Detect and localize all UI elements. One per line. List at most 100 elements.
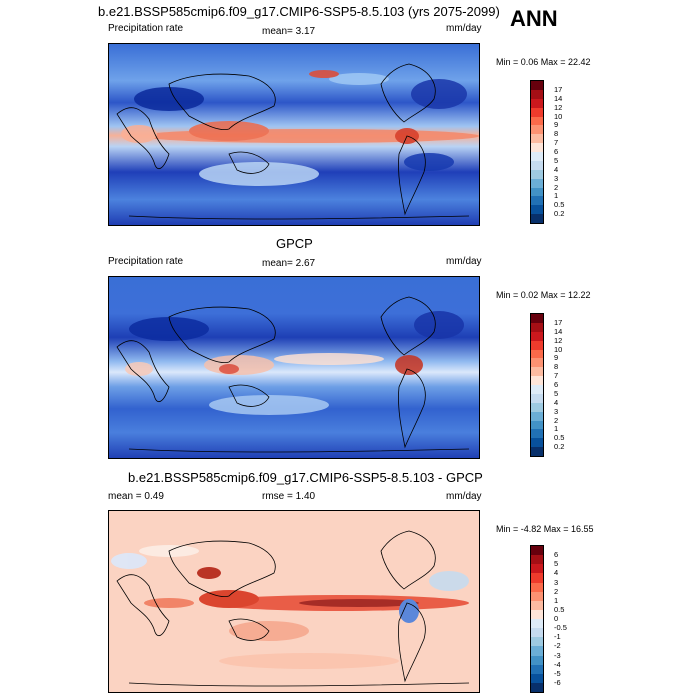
colorbar-swatch (531, 655, 543, 665)
colorbar-tick-label: 8 (554, 362, 559, 372)
colorbar-swatch (531, 178, 543, 188)
colorbar-swatch (531, 619, 543, 629)
colorbar-swatch (531, 420, 543, 430)
colorbar-swatch (531, 367, 543, 377)
colorbar-swatch (531, 591, 543, 601)
colorbar-swatch (531, 196, 543, 206)
colorbar-swatch (531, 555, 543, 565)
colorbar-swatch (531, 411, 543, 421)
colorbar-tick-label: -1 (554, 632, 561, 642)
colorbar-tick-label: 6 (554, 147, 559, 156)
colorbar-swatch (531, 582, 543, 592)
colorbar-tick-label: 4 (554, 164, 559, 174)
colorbar-swatch (531, 546, 543, 556)
panel2-colorbar (530, 313, 544, 457)
colorbar-tick-label: 4 (554, 568, 559, 578)
colorbar-swatch (531, 152, 543, 161)
panel1-mean-label: mean= 3.17 (262, 26, 316, 37)
colorbar-swatch (531, 385, 543, 394)
colorbar-tick-label: 1 (554, 191, 559, 201)
colorbar-swatch (531, 214, 543, 223)
colorbar-swatch (531, 331, 543, 341)
panel3-map-field (109, 511, 479, 692)
colorbar-swatch (531, 81, 543, 90)
colorbar-tick-label: 14 (554, 93, 563, 103)
colorbar-swatch (531, 358, 543, 368)
colorbar-swatch (531, 134, 543, 144)
colorbar-swatch (531, 187, 543, 197)
colorbar-tick-label: 2 (554, 586, 559, 596)
colorbar-swatch (531, 564, 543, 574)
colorbar-swatch (531, 169, 543, 179)
colorbar-tick-label: 2 (554, 415, 559, 425)
colorbar-tick-label: 3 (554, 577, 559, 587)
colorbar-tick-label: 3 (554, 173, 559, 183)
panel2-field-features (125, 311, 464, 415)
colorbar-swatch (531, 116, 543, 126)
colorbar-tick-label: 14 (554, 326, 563, 336)
colorbar-tick-label: 10 (554, 344, 563, 354)
colorbar-swatch (531, 205, 543, 215)
panel3-map (108, 510, 480, 693)
colorbar-tick-label: 0.5 (554, 200, 565, 210)
panel3-rmse-label: rmse = 1.40 (262, 491, 316, 502)
colorbar-tick-label: -2 (554, 641, 561, 651)
colorbar-swatch (531, 682, 543, 692)
season-label: ANN (510, 6, 558, 31)
colorbar-swatch (531, 349, 543, 359)
colorbar-swatch (531, 429, 543, 439)
panel3-colorbar (530, 545, 544, 693)
colorbar-tick-label: 12 (554, 102, 563, 112)
colorbar-tick-label: 6 (554, 550, 559, 560)
colorbar-swatch (531, 673, 543, 683)
colorbar-swatch (531, 393, 543, 403)
panel3-min-max: Min = -4.82 Max = 16.55 (496, 524, 594, 534)
colorbar-swatch (531, 322, 543, 332)
colorbar-tick-label: 12 (554, 335, 563, 345)
panel1-colorbar (530, 80, 544, 224)
colorbar-swatch (531, 340, 543, 350)
colorbar-swatch (531, 628, 543, 638)
panel3-units-label: mm/day (446, 491, 482, 502)
colorbar-swatch (531, 125, 543, 135)
colorbar-swatch (531, 664, 543, 674)
colorbar-swatch (531, 107, 543, 117)
colorbar-tick-label: 5 (554, 388, 559, 398)
colorbar-tick-label: -4 (554, 659, 561, 669)
colorbar-tick-label: 1 (554, 424, 559, 434)
panel1-min-max: Min = 0.06 Max = 22.42 (496, 57, 591, 67)
panel2-map (108, 276, 480, 459)
colorbar-tick-label: 10 (554, 111, 563, 121)
colorbar-tick-label: 1 (554, 595, 559, 605)
colorbar-tick-label: -3 (554, 650, 561, 660)
colorbar-tick-label: 3 (554, 406, 559, 416)
colorbar-swatch (531, 609, 543, 619)
colorbar-tick-label: -6 (554, 677, 561, 687)
colorbar-tick-label: 8 (554, 129, 559, 139)
panel1-coastlines (116, 63, 470, 220)
panel3-subtitle: b.e21.BSSP585cmip6.f09_g17.CMIP6-SSP5-8.… (128, 470, 483, 485)
panel2-subtitle: GPCP (276, 236, 313, 251)
panel1-map (108, 43, 480, 226)
colorbar-tick-label: 5 (554, 559, 559, 569)
colorbar-swatch (531, 143, 543, 152)
colorbar-tick-label: -0.5 (554, 623, 567, 633)
colorbar-swatch (531, 98, 543, 108)
colorbar-tick-label: 0.5 (554, 433, 565, 443)
panel2-variable-label: Precipitation rate (108, 256, 184, 267)
panel1-units-label: mm/day (446, 23, 482, 34)
colorbar-tick-label: 9 (554, 120, 559, 130)
colorbar-swatch (531, 89, 543, 99)
panel1-variable-label: Precipitation rate (108, 23, 184, 34)
colorbar-tick-label: 4 (554, 397, 559, 407)
panel2-units-label: mm/day (446, 256, 482, 267)
colorbar-tick-label: 17 (554, 84, 563, 94)
colorbar-swatch (531, 314, 543, 323)
colorbar-tick-label: 17 (554, 317, 563, 327)
colorbar-tick-label: 0.5 (554, 604, 565, 614)
colorbar-tick-label: 5 (554, 155, 559, 165)
panel1-map-field (109, 44, 479, 225)
panel2-map-field (109, 277, 479, 458)
figure-title: b.e21.BSSP585cmip6.f09_g17.CMIP6-SSP5-8.… (98, 4, 500, 19)
panel3-mean-label: mean = 0.49 (108, 491, 164, 502)
